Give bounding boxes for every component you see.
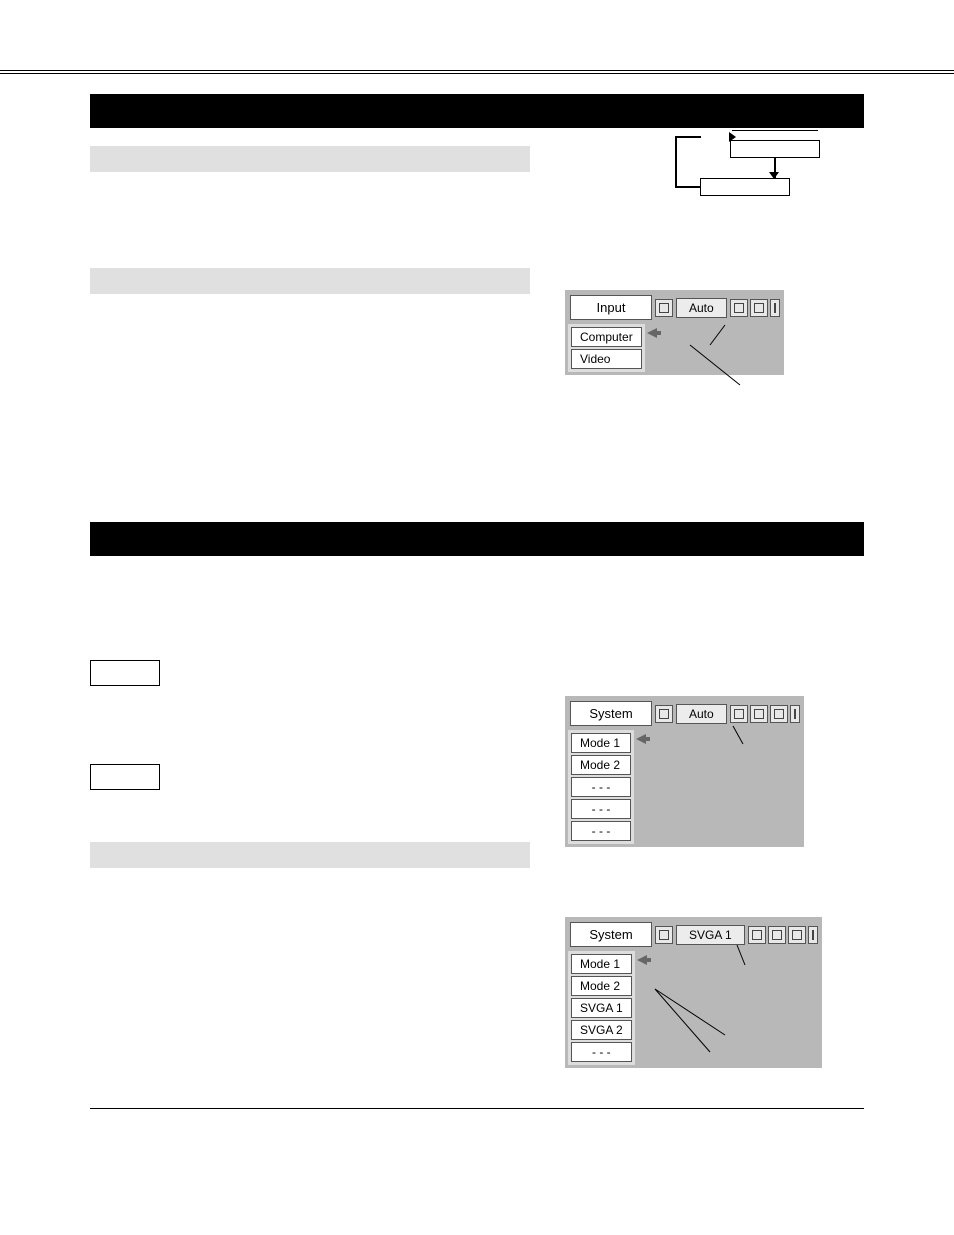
flow-diagram: [635, 130, 855, 220]
section2-title-bar: [90, 522, 864, 556]
menu-system2-screenshot: System SVGA 1 Mode 1 Mode 2 SVGA 1: [565, 917, 864, 1068]
step-box-2: [90, 764, 160, 790]
section1-title-bar: [90, 94, 864, 128]
list-item[interactable]: - - -: [571, 799, 631, 819]
menu-input-screenshot: Input Auto Computer Video: [565, 290, 864, 375]
bottom-rule: [90, 1108, 864, 1109]
pointer-lines: [565, 290, 865, 410]
section2-subheading: [90, 842, 530, 868]
section1-subheading2: [90, 268, 530, 294]
menu-system1-screenshot: System Auto Mode 1 Mode 2 - - -: [565, 696, 864, 847]
section1-subheading1: [90, 146, 530, 172]
flow-box-top: [730, 140, 820, 158]
flow-box-bottom: [700, 178, 790, 196]
page-content: Input Auto Computer Video: [0, 94, 954, 1068]
list-item[interactable]: Mode 2: [571, 755, 631, 775]
step-box-1: [90, 660, 160, 686]
top-double-rule: [0, 70, 954, 74]
pointer-lines: [565, 696, 865, 756]
pointer-lines: [565, 917, 865, 1077]
list-item[interactable]: - - -: [571, 777, 631, 797]
list-item[interactable]: - - -: [571, 821, 631, 841]
